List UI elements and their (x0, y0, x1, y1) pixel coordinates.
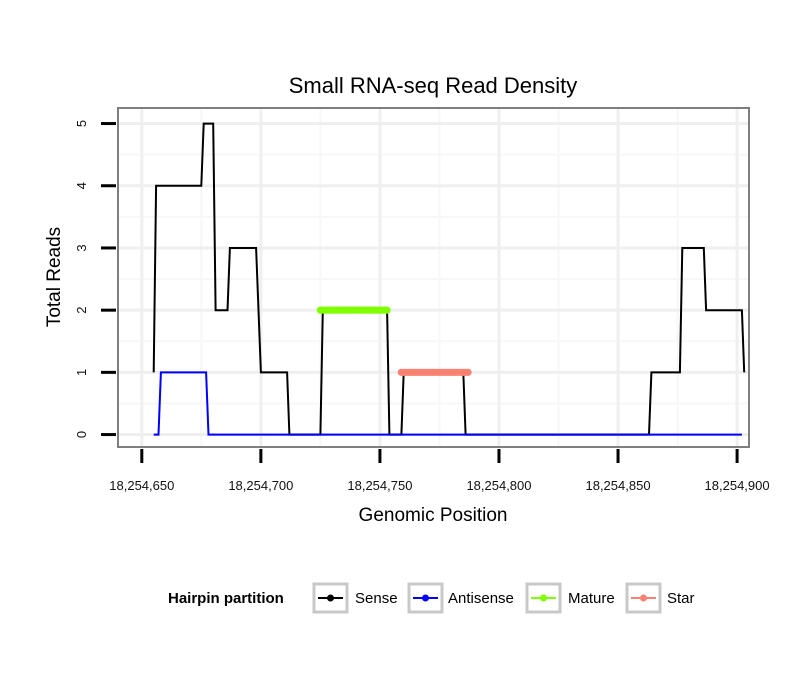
series-layer (152, 122, 746, 436)
legend-label-sense: Sense (355, 590, 398, 607)
legend-label-antisense: Antisense (448, 590, 514, 607)
legend-title: Hairpin partition (168, 590, 284, 607)
x-tick-label: 18,254,750 (347, 478, 412, 493)
y-tick-label: 2 (74, 307, 89, 314)
chart-title: Small RNA-seq Read Density (289, 73, 578, 98)
legend-key-star-point (640, 594, 647, 602)
legend-label-mature: Mature (568, 590, 615, 607)
series-star-point (464, 368, 472, 376)
legend-key-mature-point (540, 594, 547, 602)
x-axis-ticks: 18,254,650 18,254,700 18,254,750 18,254,800… (109, 449, 770, 493)
x-axis-title: Genomic Position (359, 505, 508, 526)
y-tick-label: 5 (74, 120, 89, 127)
x-tick-label: 18,254,650 (109, 478, 174, 493)
x-tick-label: 18,254,850 (585, 478, 650, 493)
series-mature-point (383, 306, 391, 314)
legend-label-star: Star (667, 590, 695, 607)
x-tick-label: 18,254,900 (705, 478, 770, 493)
x-tick-label: 18,254,800 (466, 478, 531, 493)
legend-items: Sense Antisense Mature Star (312, 582, 695, 614)
x-tick-label: 18,254,700 (228, 478, 293, 493)
plot-panel-border (117, 107, 750, 448)
legend-key-sense-point (327, 594, 334, 602)
y-tick-label: 0 (74, 431, 89, 438)
minor-gridlines (118, 108, 749, 447)
y-axis-title: Total Reads (44, 227, 65, 327)
y-tick-label: 4 (74, 182, 89, 189)
legend-key-antisense-point (422, 594, 429, 602)
series-antisense-line (153, 371, 742, 436)
legend: Hairpin partition Sense Antisense Mature St… (168, 582, 695, 614)
y-tick-label: 1 (74, 369, 89, 376)
y-tick-label: 3 (74, 244, 89, 251)
y-axis-ticks: 0 1 2 3 4 5 (74, 120, 116, 438)
